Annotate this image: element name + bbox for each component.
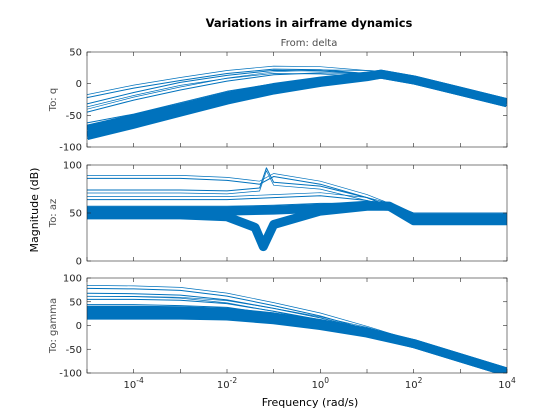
series-line [87,69,507,140]
series-line-variant [87,317,502,373]
output-label: To: gamma [48,298,59,354]
panel-1: 50 0 -50 -100 To: q [48,48,508,154]
input-label: From: delta [281,38,338,49]
series-line-variant [87,201,507,216]
panel-2: 100 50 0 To: az [48,161,508,268]
series-group [87,285,507,373]
x-tick-label: 10-2 [217,376,237,391]
axis-frame [86,51,508,148]
series-group [87,65,507,140]
y-tick-label: 50 [69,209,82,220]
x-tick-label: 104 [498,376,516,391]
output-label: To: q [48,88,59,112]
series-line [87,201,507,252]
x-axis-label: Frequency (rad/s) [262,396,359,409]
output-label: To: az [48,199,59,228]
series-line-variant [87,76,507,139]
y-tick-label: 0 [76,257,82,268]
y-tick-label: 0 [76,321,82,332]
panel-3: 100 50 0 -50 -100 To: gamma [48,274,508,380]
series-line [87,72,507,113]
chart-title: Variations in airframe dynamics [206,16,413,30]
y-tick-label: -100 [59,143,82,154]
y-axis-label: Magnitude (dB) [28,168,41,253]
series-line-variant [87,192,507,214]
y-tick-label: 50 [69,297,82,308]
y-tick-label: 100 [63,161,82,172]
y-tick-label: 100 [63,274,82,285]
y-tick-label: -50 [66,345,82,356]
series-line [87,310,507,373]
series-line [87,287,507,373]
series-line-variant [87,208,507,251]
y-tick-label: -50 [66,111,82,122]
x-tick-label: 100 [312,376,330,391]
panels-group: 50 0 -50 -100 To: q 100 50 0 To: az 100 50 0 -50 -100… [48,48,516,392]
x-tick-label: 102 [405,376,423,391]
y-tick-label: 50 [69,48,82,59]
y-tick-label: -100 [59,369,82,380]
x-tick-label: 10-4 [124,376,144,391]
y-tick-label: 0 [76,79,82,90]
series-group [87,167,507,252]
